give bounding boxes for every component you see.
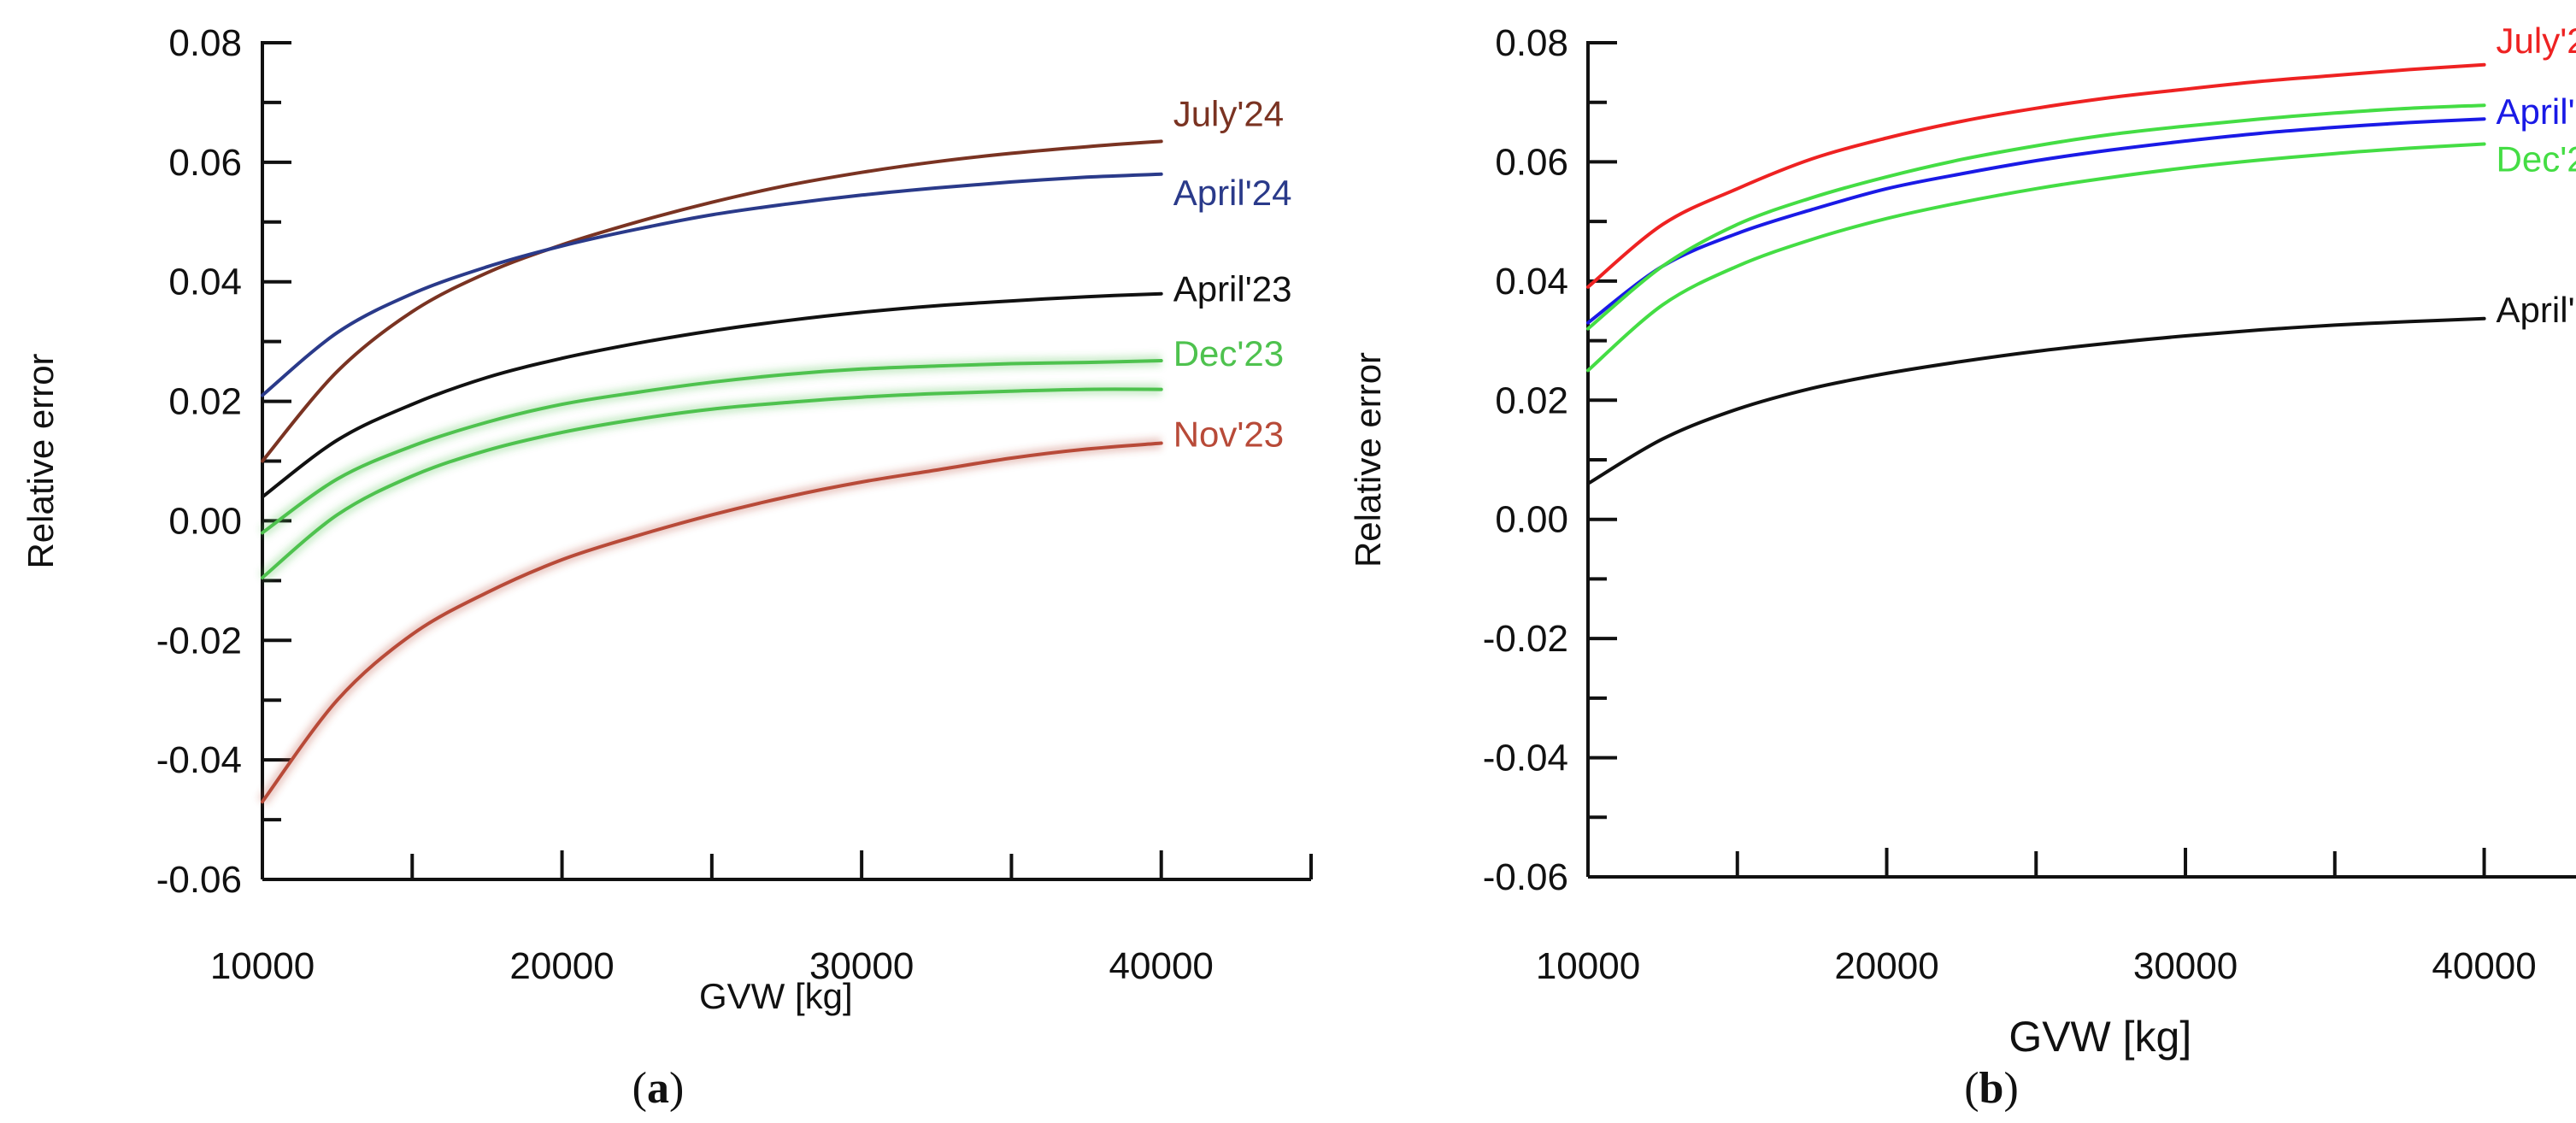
y-tick-label: 0.02 — [168, 381, 242, 423]
y-tick-label: 0.08 — [1495, 22, 1568, 64]
y-tick-label: -0.06 — [1483, 856, 1568, 898]
series-label-dec-23-lower: Dec'23 — [2497, 139, 2576, 179]
series-line-dec-23-upper — [1586, 103, 2486, 331]
y-tick-label: 0.06 — [1495, 141, 1568, 183]
x-axis-title: GVW [kg] — [699, 976, 853, 1016]
y-tick-label: -0.06 — [156, 859, 242, 901]
x-tick-label: 20000 — [1834, 945, 1938, 987]
y-tick-label: 0.08 — [168, 22, 242, 64]
y-axis-title: Relative error — [21, 353, 61, 568]
series-label-april-23: April'23 — [2497, 290, 2576, 330]
y-axis-title: Relative error — [1348, 352, 1388, 567]
x-tick-label: 20000 — [509, 945, 614, 987]
panel-caption: (b) — [1964, 1064, 2019, 1113]
series-line-july-24 — [261, 139, 1163, 463]
x-tick-label: 40000 — [2432, 945, 2536, 987]
series-label-july-24: July'24 — [1173, 93, 1284, 133]
y-tick-label: -0.04 — [156, 739, 242, 781]
series-line-april-23 — [1586, 316, 2486, 485]
panel-a-chart: -0.06 -0.04 -0.02 0.00 0.02 0.04 0.06 0.08 10000… — [21, 22, 1313, 1113]
y-tick-label: 0.00 — [1495, 499, 1568, 541]
series-line-april-23 — [261, 291, 1163, 499]
series-line-dec-23-lower — [1586, 142, 2486, 373]
y-tick-label: -0.04 — [1483, 738, 1568, 779]
x-tick-label: 10000 — [1536, 945, 1640, 987]
y-tick-label: 0.04 — [168, 262, 242, 303]
series-line-dec-23-lower — [261, 387, 1163, 579]
x-tick-label: 30000 — [809, 945, 914, 987]
series-glow-nov-23 — [257, 437, 1162, 806]
series-line-dec-23-upper — [261, 359, 1163, 535]
y-tick-label: 0.00 — [168, 500, 242, 542]
panel-b-chart: -0.06 -0.04 -0.02 0.00 0.02 0.04 0.06 0.08 10000… — [1348, 21, 2576, 1113]
y-tick-label: 0.02 — [1495, 379, 1568, 421]
x-tick-label: 40000 — [1109, 945, 1214, 987]
panel-caption: (a) — [632, 1064, 685, 1113]
x-axis-title: GVW [kg] — [2008, 1013, 2191, 1061]
x-tick-label: 10000 — [210, 945, 315, 987]
series-label-april-24: April'24 — [1173, 173, 1292, 213]
series-label-july-24: July'24 — [2497, 21, 2576, 61]
y-tick-label: -0.02 — [1483, 618, 1568, 660]
series-label-nov-23: Nov'23 — [1173, 415, 1284, 455]
series-label-april-24: April'24 — [2497, 91, 2576, 132]
y-tick-label: 0.04 — [1495, 261, 1568, 303]
x-tick-label: 30000 — [2133, 945, 2238, 987]
y-tick-label: 0.06 — [168, 142, 242, 184]
series-line-april-24 — [1586, 117, 2486, 325]
series-line-july-24 — [1586, 62, 2486, 289]
series-line-nov-23 — [261, 441, 1163, 804]
series-line-april-24 — [261, 172, 1163, 397]
y-tick-label: -0.02 — [156, 620, 242, 661]
series-label-dec-23-upper: Dec'23 — [1173, 333, 1284, 373]
series-label-april-23: April'23 — [1173, 269, 1292, 309]
